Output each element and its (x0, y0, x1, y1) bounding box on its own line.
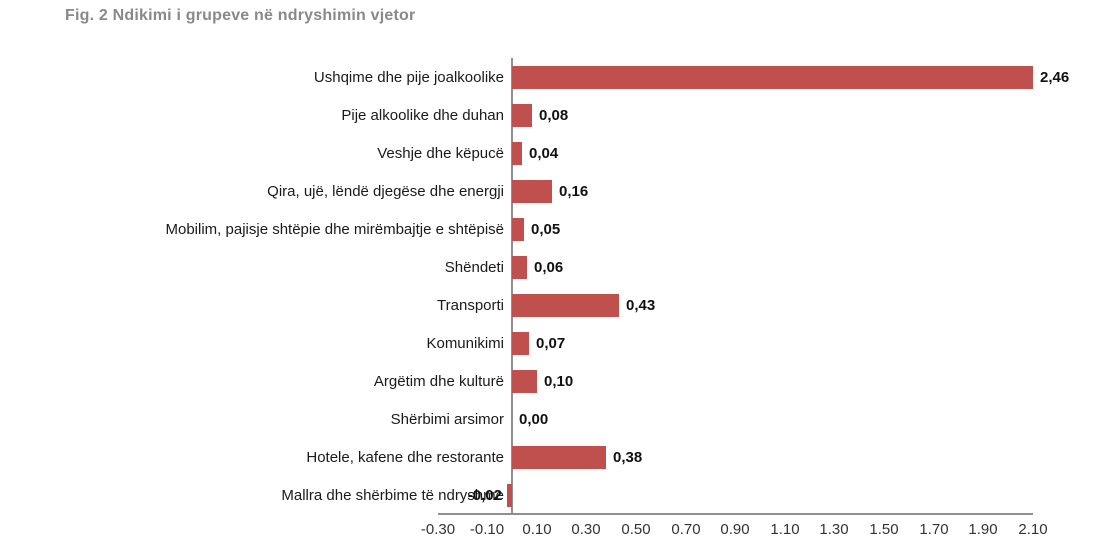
x-tick-label: 0.90 (720, 521, 750, 538)
x-tick-label: 1.30 (819, 521, 849, 538)
category-label: Ushqime dhe pije joalkoolike (313, 68, 504, 86)
category-label: Mobilim, pajisje shtëpie dhe mirëmbajtje… (165, 220, 505, 238)
value-label: 0,06 (534, 258, 564, 276)
value-label: 0,08 (539, 106, 569, 124)
x-tick-label: -0.10 (469, 521, 505, 538)
bar (512, 218, 524, 241)
bar (512, 180, 552, 203)
value-label: 0,43 (626, 296, 656, 314)
bar (512, 370, 537, 393)
figure-title: Fig. 2 Ndikimi i grupeve në ndryshimin v… (65, 7, 416, 24)
bar (512, 294, 619, 317)
value-label: 0,07 (536, 334, 566, 352)
x-tick-label: 1.10 (770, 521, 800, 538)
value-label: 0,38 (613, 448, 643, 466)
category-label: Mallra dhe shërbime të ndryshme (281, 486, 504, 504)
x-tick-label: 2.10 (1018, 521, 1048, 538)
category-label: Hotele, kafene dhe restorante (306, 448, 504, 466)
x-tick-label: 1.70 (919, 521, 949, 538)
value-label: 0,16 (559, 182, 589, 200)
category-label: Argëtim dhe kulturë (373, 372, 504, 390)
value-label: 0,04 (529, 144, 559, 162)
value-label: 0,00 (519, 410, 549, 428)
x-tick-label: 1.50 (869, 521, 899, 538)
category-label: Qira, ujë, lëndë djegëse dhe energji (267, 182, 504, 200)
bar (512, 332, 529, 355)
category-label: Transporti (437, 296, 504, 314)
bar (512, 66, 1033, 89)
x-tick-label: 0.10 (522, 521, 552, 538)
category-label: Shëndeti (444, 258, 504, 276)
x-tick-label: 0.50 (621, 521, 651, 538)
category-label: Veshje dhe këpucë (377, 144, 504, 162)
x-axis-line (438, 513, 1033, 515)
bar (512, 142, 522, 165)
category-label: Shërbimi arsimor (390, 410, 504, 428)
bar (512, 446, 606, 469)
x-tick-label: 1.90 (968, 521, 998, 538)
value-label: -0,02 (467, 486, 502, 504)
bar (507, 484, 512, 507)
bar (512, 104, 532, 127)
value-label: 0,10 (544, 372, 574, 390)
category-label: Komunikimi (426, 334, 504, 352)
x-tick-label: 0.70 (671, 521, 701, 538)
value-label: 2,46 (1040, 68, 1070, 86)
x-tick-label: 0.30 (571, 521, 601, 538)
y-axis-zero-line (511, 58, 513, 514)
category-label: Pije alkoolike dhe duhan (341, 106, 504, 124)
bar (512, 256, 527, 279)
value-label: 0,05 (531, 220, 561, 238)
x-tick-label: -0.30 (420, 521, 456, 538)
